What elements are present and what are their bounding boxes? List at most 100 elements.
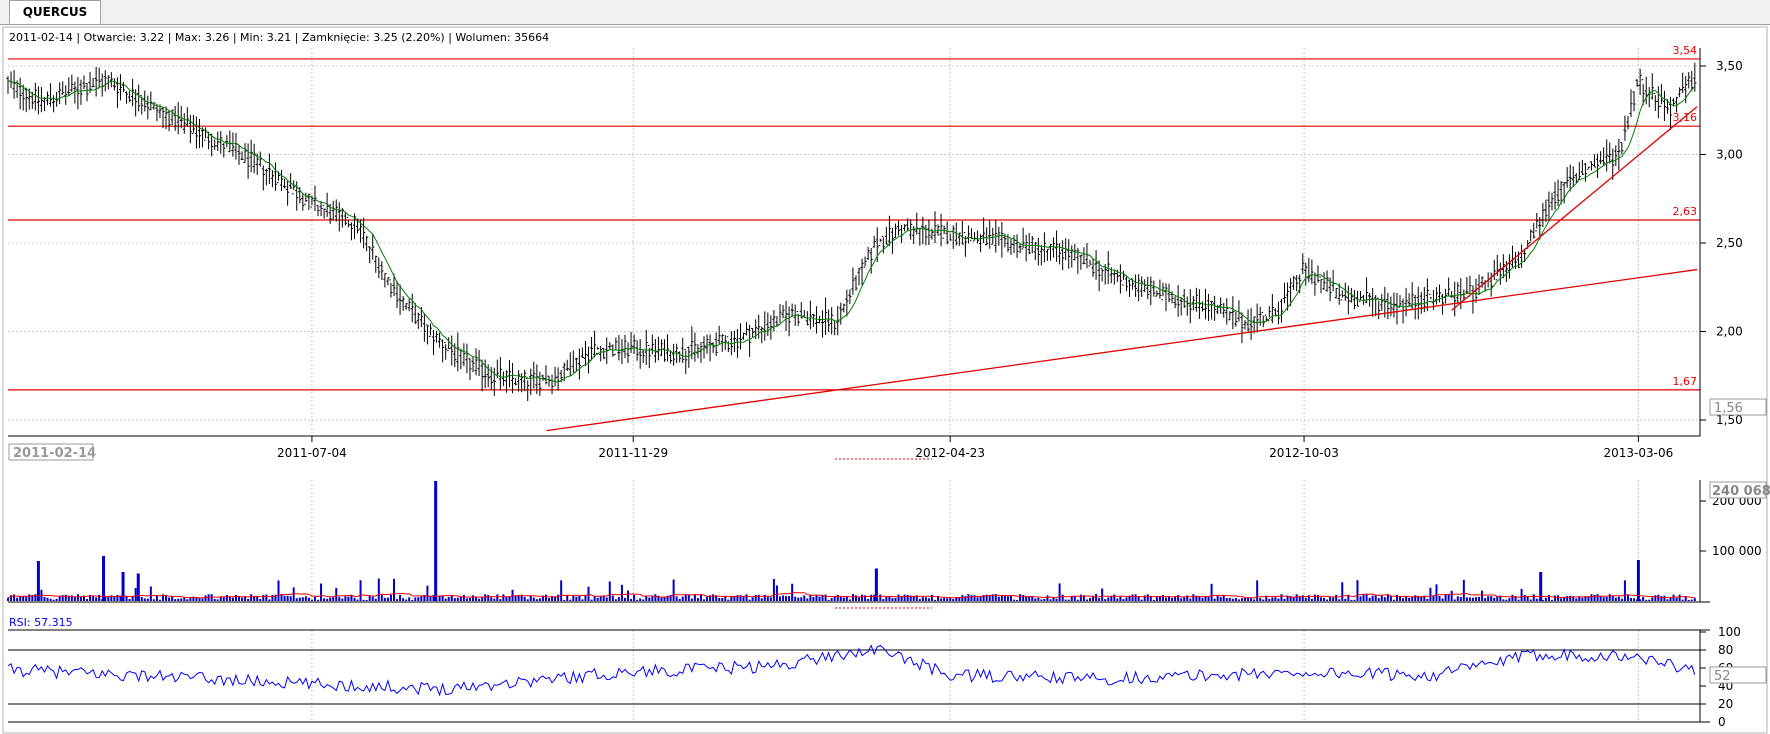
volume-bar <box>192 596 195 601</box>
volume-bar <box>247 598 250 601</box>
volume-bar <box>1006 596 1009 601</box>
volume-bar <box>1207 596 1210 601</box>
volume-bar <box>1131 594 1134 601</box>
volume-bar <box>1295 594 1298 601</box>
rsi-line <box>7 644 1696 697</box>
rsi-badge-text: 52 <box>1714 669 1731 684</box>
volume-bar <box>912 596 915 601</box>
volume-bar <box>1441 598 1444 601</box>
volume-bar <box>1189 598 1192 601</box>
volume-max-badge <box>1709 481 1767 499</box>
volume-bar <box>128 599 131 601</box>
volume-bar <box>292 587 295 601</box>
volume-bar <box>1335 594 1338 601</box>
volume-bar <box>222 597 225 601</box>
header-date: 2011-02-14 <box>9 31 73 44</box>
volume-bar <box>867 598 870 601</box>
volume-bar <box>1462 579 1465 601</box>
volume-bar <box>858 597 861 601</box>
volume-moving-average <box>7 592 1695 599</box>
volume-bar <box>800 597 803 601</box>
volume-bar <box>1149 596 1152 601</box>
volume-spike <box>102 556 106 601</box>
volume-bar <box>1426 598 1429 601</box>
volume-bar <box>1250 598 1253 601</box>
volume-bar <box>374 598 377 601</box>
volume-bar <box>1411 597 1414 601</box>
volume-bar <box>116 594 119 601</box>
volume-bar <box>1630 597 1633 601</box>
volume-bar <box>149 586 152 601</box>
volume-bar <box>687 594 690 601</box>
volume-bar <box>690 598 693 601</box>
volume-bar <box>718 597 721 601</box>
volume-bar <box>1544 597 1547 601</box>
volume-bar <box>55 598 58 601</box>
volume-bar <box>1371 595 1374 601</box>
volume-bar <box>1231 598 1234 601</box>
volume-bar <box>1560 598 1563 601</box>
volume-bar <box>1268 598 1271 601</box>
volume-bar <box>274 594 277 601</box>
volume-bar <box>657 595 660 601</box>
volume-bar <box>1639 599 1642 601</box>
volume-bar <box>1158 596 1161 601</box>
volume-bar <box>502 594 505 601</box>
volume-bar <box>1164 597 1167 601</box>
volume-bar <box>213 598 216 601</box>
volume-bar <box>1478 596 1481 601</box>
volume-bar <box>1052 597 1055 601</box>
tab-quercus[interactable]: QUERCUS <box>9 0 101 24</box>
volume-bar <box>1137 597 1140 601</box>
volume-bar <box>1177 595 1180 601</box>
volume-bar <box>1332 597 1335 601</box>
volume-bar <box>1338 599 1341 601</box>
volume-bar <box>1280 594 1283 601</box>
volume-bar <box>1046 595 1049 601</box>
volume-bar <box>630 598 633 601</box>
volume-bar <box>1204 596 1207 601</box>
volume-bar <box>979 596 982 601</box>
volume-bar <box>1459 597 1462 601</box>
volume-bar <box>1095 594 1098 601</box>
volume-spike <box>136 573 140 601</box>
volume-bar <box>1684 595 1687 601</box>
volume-bar <box>684 594 687 601</box>
rsi-ticks: 100806040200 <box>1700 625 1741 729</box>
volume-bar <box>788 596 791 601</box>
volume-bar <box>605 597 608 601</box>
volume-bar <box>1034 598 1037 601</box>
volume-bars <box>7 481 1696 601</box>
volume-bar <box>636 599 639 601</box>
volume-bar <box>873 594 876 601</box>
volume-bar <box>693 594 696 601</box>
volume-bar <box>1514 595 1517 601</box>
volume-bar <box>1499 595 1502 601</box>
volume-bar <box>897 594 900 601</box>
volume-bar <box>58 596 61 601</box>
volume-bar <box>794 596 797 601</box>
volume-bar <box>1584 596 1587 601</box>
volume-max-text: 240 068 <box>1712 484 1770 499</box>
ohlc-header: 2011-02-14 | Otwarcie: 3.22 | Max: 3.26 … <box>9 31 549 44</box>
volume-bar <box>915 595 918 601</box>
volume-bar <box>444 598 447 601</box>
volume-bar <box>1481 590 1484 601</box>
volume-bar <box>1444 594 1447 601</box>
volume-bar <box>1225 598 1228 601</box>
volume-bar <box>399 594 402 601</box>
volume-bar <box>830 598 833 601</box>
volume-bar <box>578 596 581 601</box>
volume-bar <box>806 598 809 601</box>
volume-bar <box>745 594 748 601</box>
volume-bar <box>918 598 921 601</box>
volume-bar <box>551 596 554 601</box>
volume-bar <box>812 596 815 601</box>
volume-bar <box>1359 596 1362 601</box>
volume-bar <box>98 594 101 601</box>
volume-bar <box>177 598 180 601</box>
volume-bar <box>1626 594 1629 601</box>
price-y-tick-label: 2,00 <box>1716 325 1743 339</box>
volume-bar <box>323 598 326 601</box>
